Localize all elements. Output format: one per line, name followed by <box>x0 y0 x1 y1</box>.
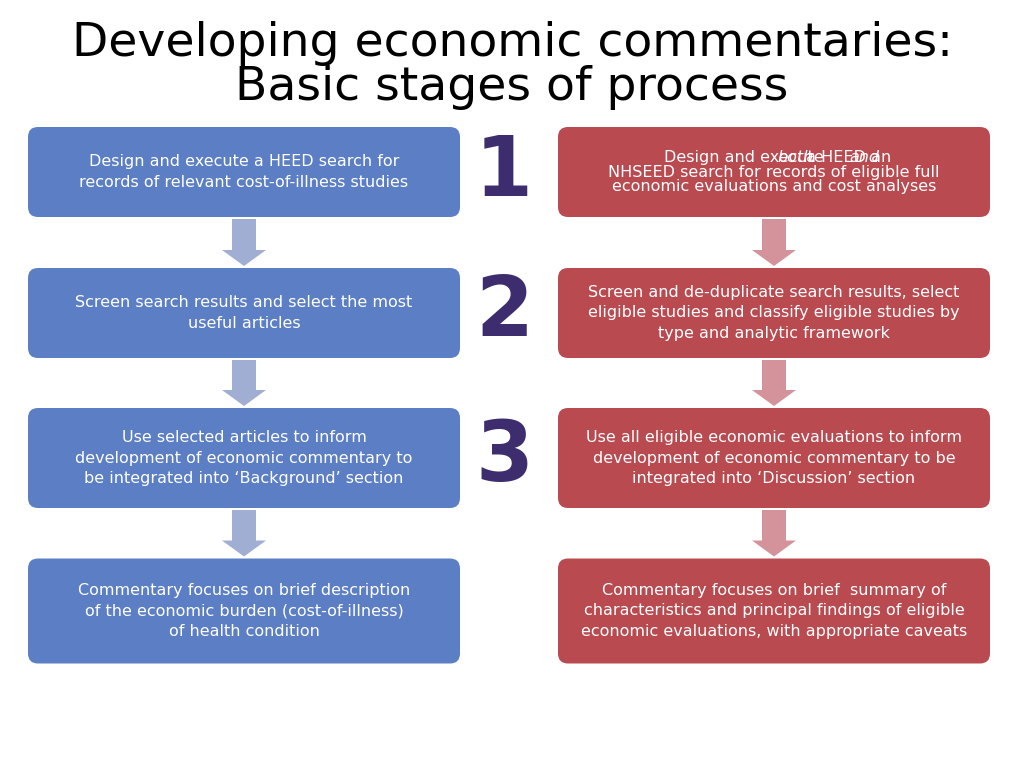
Text: 2: 2 <box>475 273 534 353</box>
Text: NHSEED search for records of eligible full: NHSEED search for records of eligible fu… <box>608 164 940 180</box>
Polygon shape <box>752 510 796 557</box>
Text: Design and execute: Design and execute <box>664 150 828 165</box>
Text: 1: 1 <box>475 131 534 213</box>
Text: both: both <box>777 150 814 165</box>
Text: Design and execute a HEED search for
records of relevant cost-of-illness studies: Design and execute a HEED search for rec… <box>80 154 409 190</box>
Text: Commentary focuses on brief description
of the economic burden (cost-of-illness): Commentary focuses on brief description … <box>78 583 411 639</box>
Text: Basic stages of process: Basic stages of process <box>236 65 788 111</box>
Text: economic evaluations and cost analyses: economic evaluations and cost analyses <box>611 179 936 194</box>
Text: an: an <box>866 150 892 165</box>
Text: and: and <box>849 150 879 165</box>
Text: a HEED: a HEED <box>801 150 870 165</box>
Text: Developing economic commentaries:: Developing economic commentaries: <box>72 21 952 65</box>
Text: Use selected articles to inform
development of economic commentary to
be integra: Use selected articles to inform developm… <box>76 430 413 486</box>
Text: Screen and de-duplicate search results, select
eligible studies and classify eli: Screen and de-duplicate search results, … <box>588 285 959 341</box>
Polygon shape <box>222 219 266 266</box>
Polygon shape <box>752 219 796 266</box>
FancyBboxPatch shape <box>28 408 460 508</box>
Text: Screen search results and select the most
useful articles: Screen search results and select the mos… <box>76 296 413 331</box>
FancyBboxPatch shape <box>28 127 460 217</box>
Polygon shape <box>222 360 266 406</box>
FancyBboxPatch shape <box>558 408 990 508</box>
Text: 3: 3 <box>475 418 534 498</box>
Text: Use all eligible economic evaluations to inform
development of economic commenta: Use all eligible economic evaluations to… <box>586 430 962 486</box>
Text: Commentary focuses on brief  summary of
characteristics and principal findings o: Commentary focuses on brief summary of c… <box>581 583 967 639</box>
Polygon shape <box>222 510 266 557</box>
FancyBboxPatch shape <box>558 268 990 358</box>
Polygon shape <box>752 360 796 406</box>
FancyBboxPatch shape <box>28 268 460 358</box>
FancyBboxPatch shape <box>558 558 990 664</box>
FancyBboxPatch shape <box>28 558 460 664</box>
FancyBboxPatch shape <box>558 127 990 217</box>
